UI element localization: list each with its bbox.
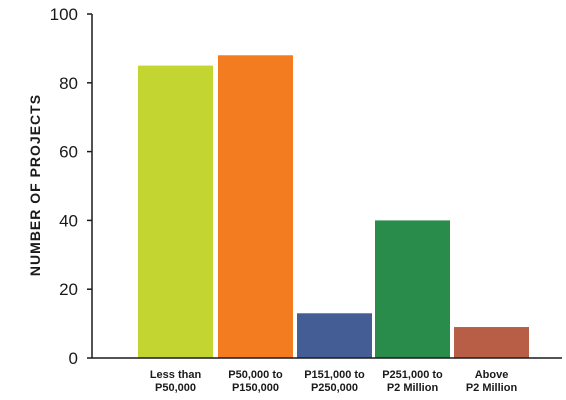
y-tick-label: 40 (59, 211, 78, 230)
x-category-label: P50,000 to P150,000 (228, 369, 283, 394)
x-category-label: P251,000 to P2 Million (382, 369, 443, 394)
y-tick-label: 0 (69, 349, 78, 368)
bar-4 (375, 220, 450, 358)
bar-5 (454, 327, 529, 358)
y-tick-label: 20 (59, 280, 78, 299)
y-tick-label: 100 (50, 5, 78, 24)
x-category-label: Less than P50,000 (150, 369, 202, 394)
y-tick-label: 80 (59, 74, 78, 93)
y-axis-ticks: 0 20 40 60 80 100 (50, 5, 92, 368)
x-category-label: Above P2 Million (466, 369, 518, 394)
bars-group (138, 55, 529, 358)
y-axis-title: NUMBER OF PROJECTS (27, 94, 43, 276)
bar-1 (138, 65, 213, 358)
x-axis-labels: Less than P50,000 P50,000 to P150,000 P151,0… (150, 369, 518, 394)
bar-3 (297, 313, 372, 358)
y-tick-label: 60 (59, 143, 78, 162)
bar-2 (218, 55, 293, 358)
x-category-label: P151,000 to P250,000 (304, 369, 365, 394)
